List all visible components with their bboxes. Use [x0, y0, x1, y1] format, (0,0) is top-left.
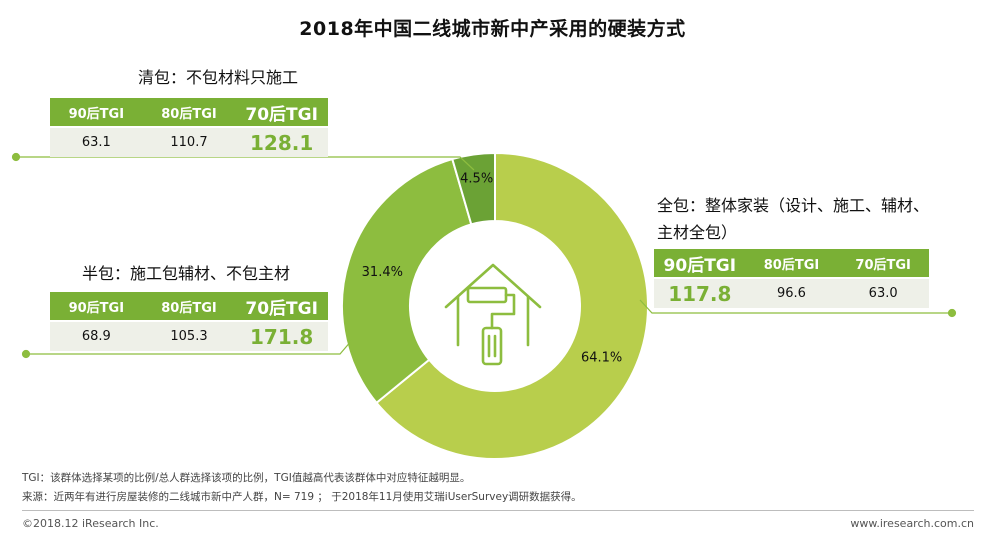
connector-lines	[11, 152, 957, 359]
connector-banbao	[26, 339, 353, 355]
donut-segment-1	[341, 157, 473, 405]
tgi-value-90: 68.9	[50, 320, 143, 351]
website: www.iresearch.com.cn	[850, 517, 974, 530]
tgi-header-90: 90后TGI	[654, 249, 746, 278]
tgi-value-80: 105.3	[142, 320, 236, 351]
donut-segment-0	[375, 151, 649, 460]
tgi-header-80: 80后TGI	[745, 249, 838, 278]
tgi-header-80: 80后TGI	[142, 292, 236, 321]
group-label-quanbao-line2: 主材全包）	[657, 223, 738, 242]
segment-label-2: 4.5%	[460, 171, 493, 186]
tgi-table-qingbao: 90后TGI 80后TGI 70后TGI 63.1 110.7 128.1	[50, 98, 328, 157]
segment-label-1: 31.4%	[362, 265, 403, 280]
tgi-value-80: 110.7	[142, 126, 236, 157]
tgi-value-70: 171.8	[235, 320, 328, 351]
connector-dot-banbao	[21, 349, 31, 359]
tgi-header-90: 90后TGI	[50, 98, 143, 127]
group-label-banbao: 半包：施工包辅材、不包主材	[82, 264, 291, 283]
tgi-value-90: 63.1	[50, 126, 143, 157]
copyright: ©2018.12 iResearch Inc.	[22, 517, 159, 530]
tgi-header-80: 80后TGI	[142, 98, 236, 127]
chart-title: 2018年中国二线城市新中产采用的硬装方式	[299, 18, 686, 40]
group-label-quanbao-line1: 全包：整体家装（设计、施工、辅材、	[657, 196, 930, 215]
connector-dot-qingbao	[11, 152, 21, 162]
connector-dot-quanbao	[947, 308, 957, 318]
donut-segments	[341, 151, 649, 460]
tgi-header-70: 70后TGI	[837, 249, 929, 278]
footer-divider	[22, 510, 974, 511]
connector-qingbao	[16, 156, 475, 171]
tgi-value-90: 117.8	[654, 277, 746, 308]
donut-segment-2	[451, 151, 496, 226]
house-paint-roller-icon	[444, 263, 542, 366]
tgi-header-70: 70后TGI	[235, 98, 328, 127]
tgi-table-banbao: 90后TGI 80后TGI 70后TGI 68.9 105.3 171.8	[50, 292, 328, 351]
segment-labels: 64.1% 31.4% 4.5%	[362, 171, 623, 365]
tgi-footnote: TGI：该群体选择某项的比例/总人群选择该项的比例，TGI值越高代表该群体中对应…	[22, 472, 471, 484]
tgi-value-70: 128.1	[235, 126, 328, 157]
tgi-header-90: 90后TGI	[50, 292, 143, 321]
tgi-table-quanbao: 90后TGI 80后TGI 70后TGI 117.8 96.6 63.0	[654, 249, 929, 308]
segment-label-0: 64.1%	[581, 351, 622, 366]
source-footnote: 来源：近两年有进行房屋装修的二线城市新中产人群，N= 719 ； 于2018年1…	[22, 491, 582, 503]
tgi-value-70: 63.0	[837, 277, 929, 308]
tgi-header-70: 70后TGI	[235, 292, 328, 321]
connector-quanbao	[639, 299, 952, 314]
tgi-value-80: 96.6	[745, 277, 838, 308]
group-label-qingbao: 清包：不包材料只施工	[138, 68, 299, 87]
